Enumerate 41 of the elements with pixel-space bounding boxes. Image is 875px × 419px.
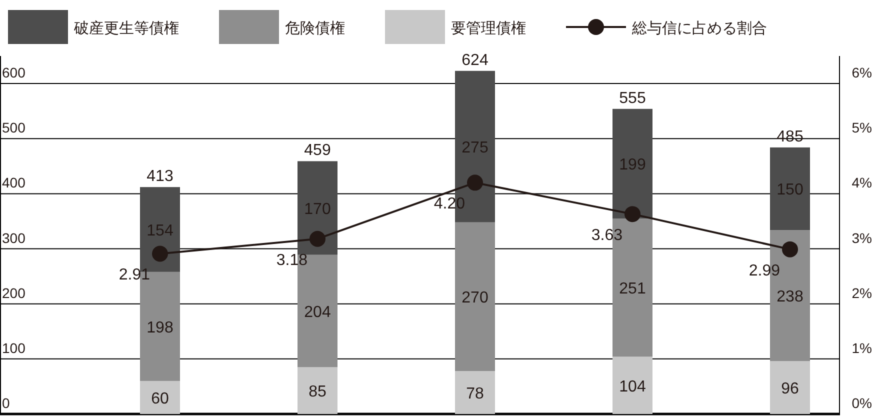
legend-label: 総与信に占める割合 bbox=[631, 20, 767, 37]
total-label: 555 bbox=[619, 90, 646, 107]
y2-tick-label: 3% bbox=[852, 230, 872, 246]
data-label: 85 bbox=[308, 384, 326, 401]
data-label: 238 bbox=[776, 288, 804, 306]
y2-tick-label: 0% bbox=[852, 395, 872, 411]
data-label: 198 bbox=[146, 319, 174, 336]
data-label: 96 bbox=[781, 380, 799, 398]
y2-tick-label: 6% bbox=[852, 64, 872, 81]
y-tick-label: 500 bbox=[2, 120, 26, 136]
data-label: 270 bbox=[462, 290, 488, 307]
data-label: 3.18 bbox=[276, 252, 308, 269]
legend-label: 要管理債権 bbox=[451, 20, 526, 37]
legend-label: 危険債権 bbox=[285, 20, 345, 37]
data-label: 2.99 bbox=[748, 262, 780, 280]
data-label: 204 bbox=[304, 304, 331, 322]
data-label: 199 bbox=[619, 156, 646, 174]
y-tick-label: 600 bbox=[2, 64, 26, 81]
y2-tick-label: 2% bbox=[852, 284, 872, 301]
data-label: 78 bbox=[466, 386, 484, 403]
data-label: 2.91 bbox=[118, 266, 150, 284]
y2-tick-label: 5% bbox=[852, 120, 872, 136]
y2-tick-label: 1% bbox=[852, 340, 872, 356]
data-label: 275 bbox=[462, 140, 488, 157]
y-tick-label: 200 bbox=[2, 284, 26, 301]
data-label: 251 bbox=[619, 280, 646, 298]
y-tick-label: 0 bbox=[2, 395, 10, 411]
total-label: 624 bbox=[462, 52, 488, 69]
y-tick-label: 300 bbox=[2, 230, 26, 246]
data-label: 104 bbox=[619, 378, 646, 396]
data-label: 154 bbox=[146, 222, 174, 240]
total-label: 459 bbox=[304, 142, 331, 160]
data-label: 170 bbox=[304, 201, 331, 218]
legend-label: 破産更生等債権 bbox=[73, 20, 179, 37]
data-label: 60 bbox=[151, 390, 169, 408]
y-tick-label: 100 bbox=[2, 340, 26, 356]
data-label: 3.63 bbox=[591, 227, 623, 244]
y2-tick-label: 4% bbox=[852, 174, 872, 191]
total-label: 413 bbox=[146, 168, 174, 186]
y-tick-label: 400 bbox=[2, 174, 26, 191]
data-label: 150 bbox=[776, 182, 804, 199]
